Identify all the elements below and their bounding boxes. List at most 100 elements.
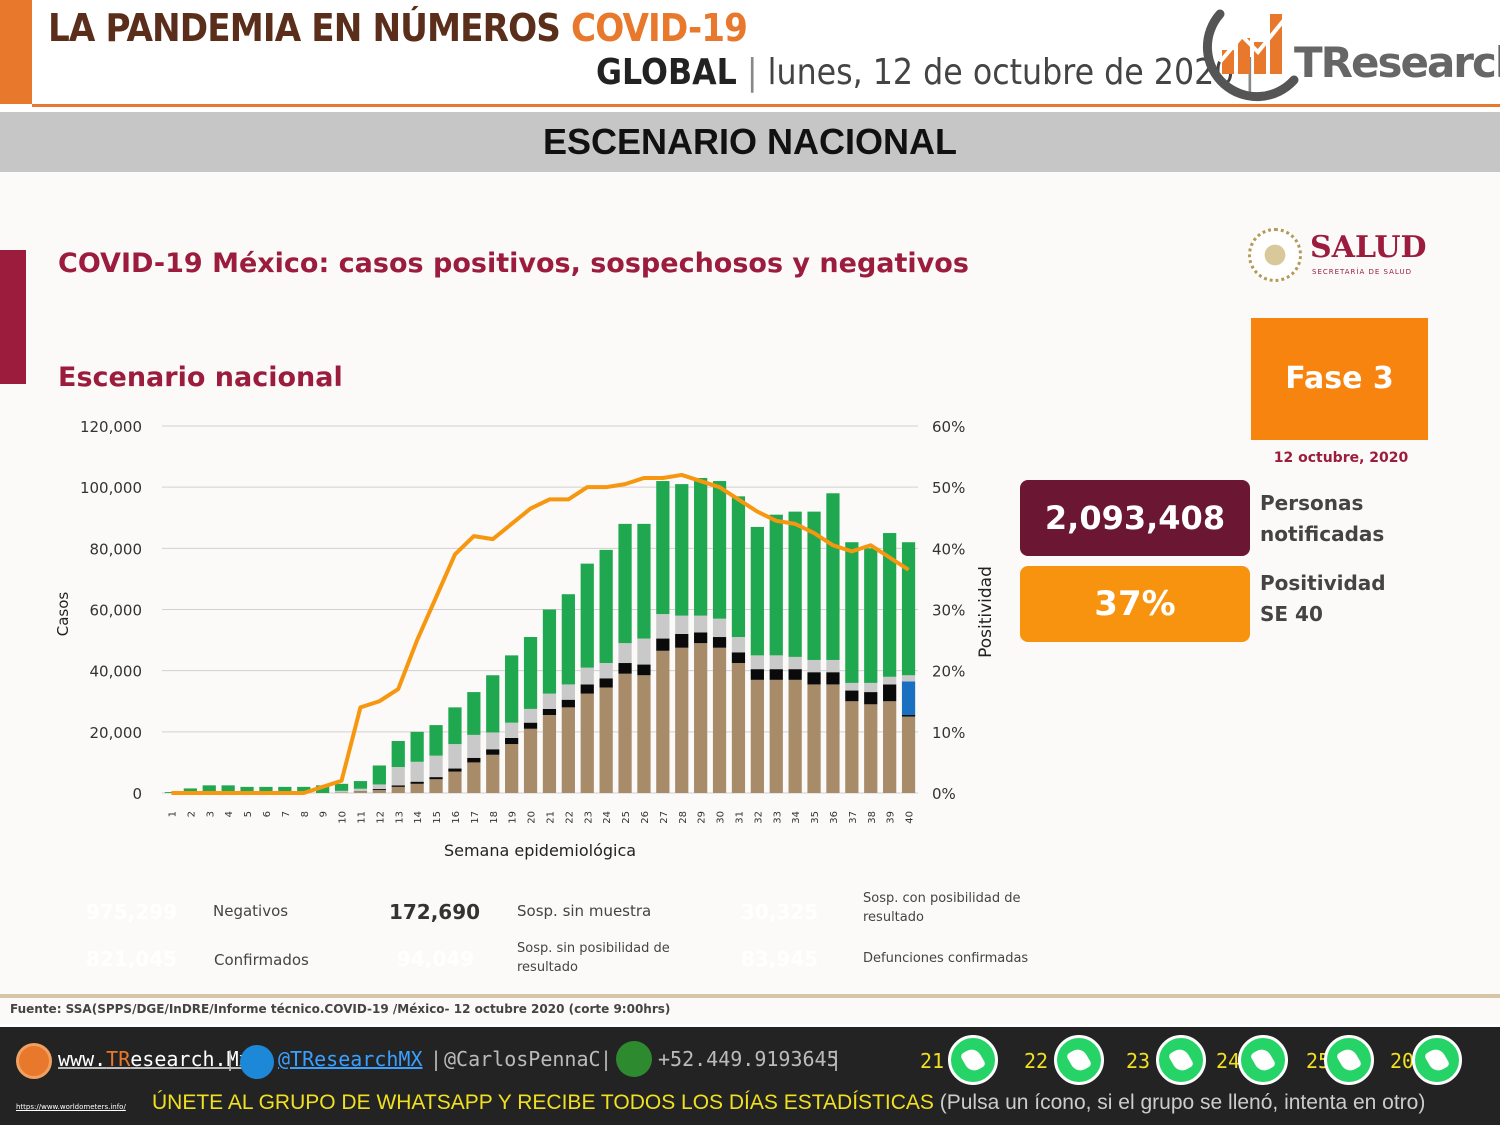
x-tick-label: 1 bbox=[167, 811, 178, 817]
bar-segment bbox=[712, 647, 727, 793]
bar-segment bbox=[599, 549, 613, 664]
whatsapp-group-number: 23 bbox=[1126, 1049, 1151, 1073]
bar-segment bbox=[353, 788, 368, 792]
x-tick-label: 32 bbox=[753, 811, 764, 824]
x-tick-label: 28 bbox=[678, 811, 689, 824]
legend-negativos-value: 975,299 bbox=[85, 900, 178, 924]
bar-segment bbox=[788, 679, 802, 793]
legend-defunciones-value: 83,945 bbox=[740, 947, 819, 971]
x-tick-label: 34 bbox=[791, 811, 802, 824]
x-tick-label: 4 bbox=[224, 811, 235, 817]
bar-segment bbox=[883, 533, 897, 677]
x-tick-label: 10 bbox=[338, 811, 349, 824]
x-tick-label: 21 bbox=[545, 811, 556, 824]
whatsapp-group-icon[interactable] bbox=[1412, 1035, 1462, 1085]
whatsapp-group-icon[interactable] bbox=[1324, 1035, 1374, 1085]
bar-segment bbox=[410, 761, 424, 782]
bar-segment bbox=[580, 684, 594, 694]
whatsapp-group-icon[interactable] bbox=[1238, 1035, 1288, 1085]
x-tick-label: 5 bbox=[243, 811, 254, 817]
whatsapp-group-icon[interactable] bbox=[948, 1035, 998, 1085]
x-tick-label: 15 bbox=[432, 811, 443, 824]
kpi-notified-label: Personas notificadas bbox=[1260, 488, 1384, 550]
y-tick-label: 100,000 bbox=[80, 479, 142, 497]
legend-sin-muestra-value: 172,690 bbox=[388, 900, 481, 924]
y-tick-label: 120,000 bbox=[80, 418, 142, 436]
section-band: ESCENARIO NACIONAL bbox=[0, 112, 1500, 172]
x-tick-label: 33 bbox=[772, 811, 783, 824]
legend-confirmados-value: 821,045 bbox=[85, 947, 178, 971]
bar-segment bbox=[542, 609, 557, 694]
kpi-label-line: SE 40 bbox=[1260, 602, 1323, 626]
bar-segment bbox=[694, 615, 708, 633]
bar-segment bbox=[769, 514, 783, 656]
x-tick-label: 23 bbox=[583, 811, 594, 824]
website-link[interactable]: www.TResearch.Mx bbox=[58, 1047, 251, 1071]
bar-segment bbox=[750, 526, 764, 656]
chart-grid bbox=[162, 425, 918, 794]
bar-segment bbox=[505, 737, 519, 745]
logo-chart-icon bbox=[1202, 9, 1299, 102]
bar-segment bbox=[901, 542, 916, 676]
bar-segment bbox=[845, 690, 859, 702]
bar-segment bbox=[410, 783, 424, 793]
bar-segment bbox=[864, 692, 878, 705]
header-divider bbox=[32, 104, 1500, 107]
whatsapp-group-number: 20 bbox=[1390, 1049, 1415, 1073]
twitter-secondary[interactable]: @CarlosPennaC bbox=[444, 1047, 601, 1071]
y-tick-label: 80,000 bbox=[90, 540, 143, 558]
bar-segment bbox=[656, 481, 670, 615]
bar-segment bbox=[372, 789, 386, 790]
x-tick-label: 9 bbox=[319, 811, 330, 817]
bar-segment bbox=[675, 647, 689, 793]
legend-sin-posibilidad-label: Sosp. sin posibilidad de resultado bbox=[517, 939, 670, 977]
x-axis-title: Semana epidemiológica bbox=[444, 841, 636, 860]
kpi-label-line: notificadas bbox=[1260, 522, 1385, 546]
cases-chart: 0 0% 20,000 10% 40,000 20% 60,000 30% 80,000 40% 1… bbox=[54, 418, 996, 860]
seal-icon bbox=[1248, 228, 1302, 282]
twitter-icon[interactable] bbox=[240, 1045, 274, 1079]
join-note: (Pulsa un ícono, si el grupo se llenó, i… bbox=[939, 1091, 1426, 1114]
source-url-link[interactable]: https://www.worldometers.info/ bbox=[16, 1103, 126, 1111]
twitter-link[interactable]: @TResearchMX bbox=[278, 1047, 423, 1071]
bar-segment bbox=[429, 725, 443, 756]
separator: | bbox=[746, 52, 768, 93]
bar-segment bbox=[523, 722, 538, 729]
x-tick-label: 25 bbox=[621, 811, 632, 824]
bar-segment bbox=[656, 614, 670, 639]
bar-segment bbox=[864, 682, 878, 693]
bar-segment bbox=[750, 669, 764, 680]
bar-segment bbox=[353, 791, 368, 793]
bar-segment bbox=[883, 684, 897, 702]
legend-negativos-label: Negativos bbox=[213, 902, 289, 920]
page-title: LA PANDEMIA EN NÚMEROS COVID-19 bbox=[48, 6, 748, 50]
x-tick-label: 16 bbox=[451, 811, 462, 824]
bar-segment bbox=[769, 655, 783, 670]
x-tick-label: 18 bbox=[489, 811, 500, 824]
bar-segment bbox=[788, 656, 802, 670]
bar-segment bbox=[580, 667, 594, 685]
bar-segment bbox=[410, 731, 424, 762]
phase-date: 12 octubre, 2020 bbox=[1273, 450, 1409, 466]
bar-segment bbox=[731, 637, 746, 653]
whatsapp-group-icon[interactable] bbox=[1156, 1035, 1206, 1085]
bar-segment bbox=[297, 786, 311, 793]
bar-segment bbox=[731, 496, 746, 638]
bar-segment bbox=[334, 790, 349, 793]
kpi-notified-value: 2,093,408 bbox=[1020, 480, 1250, 556]
kpi-label-line: Positividad bbox=[1260, 571, 1386, 595]
source-divider bbox=[0, 994, 1500, 998]
bar-segment bbox=[448, 707, 462, 745]
bar-segment bbox=[523, 728, 538, 793]
x-tick-label: 6 bbox=[262, 811, 273, 817]
bar-segment bbox=[486, 675, 500, 733]
bar-segment bbox=[845, 542, 859, 683]
bar-segment bbox=[599, 687, 613, 793]
bar-segment bbox=[826, 684, 840, 793]
bar-segment bbox=[675, 633, 689, 648]
whatsapp-group-icon[interactable] bbox=[1054, 1035, 1104, 1085]
y-tick-label: 0 bbox=[132, 785, 142, 803]
salud-small: SECRETARÍA DE SALUD bbox=[1312, 268, 1412, 276]
bar-segment bbox=[599, 663, 613, 679]
date-label: lunes, 12 de octubre de 2020 bbox=[767, 52, 1235, 93]
